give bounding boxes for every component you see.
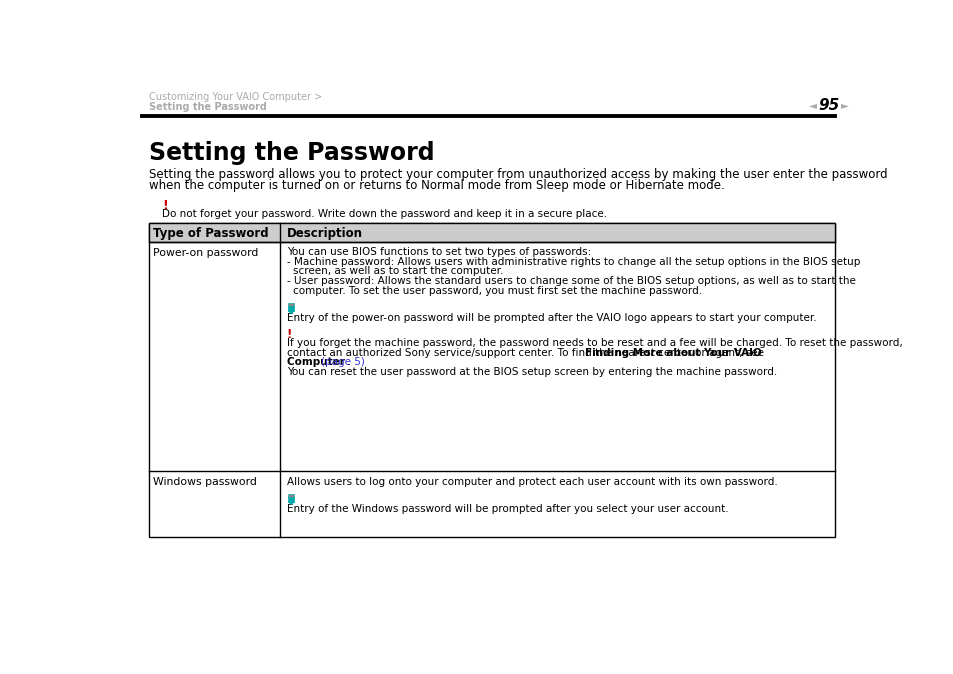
Text: You can use BIOS functions to set two types of passwords:: You can use BIOS functions to set two ty… — [286, 247, 590, 257]
Text: Description: Description — [286, 227, 362, 240]
Text: - User password: Allows the standard users to change some of the BIOS setup opti: - User password: Allows the standard use… — [286, 276, 855, 286]
Polygon shape — [288, 311, 294, 314]
Text: Power-on password: Power-on password — [153, 248, 258, 258]
Bar — [288, 494, 294, 497]
Text: Windows password: Windows password — [153, 477, 257, 487]
Text: screen, as well as to start the computer.: screen, as well as to start the computer… — [293, 266, 502, 276]
Polygon shape — [288, 501, 294, 505]
Text: (page 5): (page 5) — [320, 357, 364, 367]
Bar — [288, 306, 294, 311]
Text: Setting the Password: Setting the Password — [149, 102, 266, 112]
Bar — [149, 223, 835, 242]
Text: contact an authorized Sony service/support center. To find the nearest center or: contact an authorized Sony service/suppo… — [286, 348, 766, 358]
Bar — [288, 497, 294, 501]
Text: !: ! — [286, 328, 292, 342]
Text: Do not forget your password. Write down the password and keep it in a secure pla: Do not forget your password. Write down … — [162, 209, 606, 218]
Text: Computer: Computer — [286, 357, 348, 367]
Text: Allows users to log onto your computer and protect each user account with its ow: Allows users to log onto your computer a… — [286, 477, 777, 487]
Text: ◄: ◄ — [808, 100, 816, 111]
Text: ►: ► — [841, 100, 848, 111]
Bar — [149, 223, 835, 537]
Text: !: ! — [162, 199, 168, 212]
Text: 95: 95 — [818, 98, 839, 113]
Text: computer. To set the user password, you must first set the machine password.: computer. To set the user password, you … — [293, 286, 701, 296]
Text: Customizing Your VAIO Computer >: Customizing Your VAIO Computer > — [149, 92, 321, 102]
Text: You can reset the user password at the BIOS setup screen by entering the machine: You can reset the user password at the B… — [286, 367, 776, 377]
Text: when the computer is turned on or returns to Normal mode from Sleep mode or Hibe: when the computer is turned on or return… — [149, 179, 723, 191]
Text: .: . — [346, 357, 350, 367]
Text: Setting the Password: Setting the Password — [149, 141, 434, 165]
Text: Finding More about Your VAIO: Finding More about Your VAIO — [584, 348, 760, 358]
Text: - Machine password: Allows users with administrative rights to change all the se: - Machine password: Allows users with ad… — [286, 257, 859, 267]
Text: Entry of the power-on password will be prompted after the VAIO logo appears to s: Entry of the power-on password will be p… — [286, 313, 816, 323]
Bar — [288, 303, 294, 306]
Text: If you forget the machine password, the password needs to be reset and a fee wil: If you forget the machine password, the … — [286, 338, 902, 348]
Text: Entry of the Windows password will be prompted after you select your user accoun: Entry of the Windows password will be pr… — [286, 503, 727, 514]
Text: Setting the password allows you to protect your computer from unauthorized acces: Setting the password allows you to prote… — [149, 168, 886, 181]
Text: Type of Password: Type of Password — [153, 227, 269, 240]
